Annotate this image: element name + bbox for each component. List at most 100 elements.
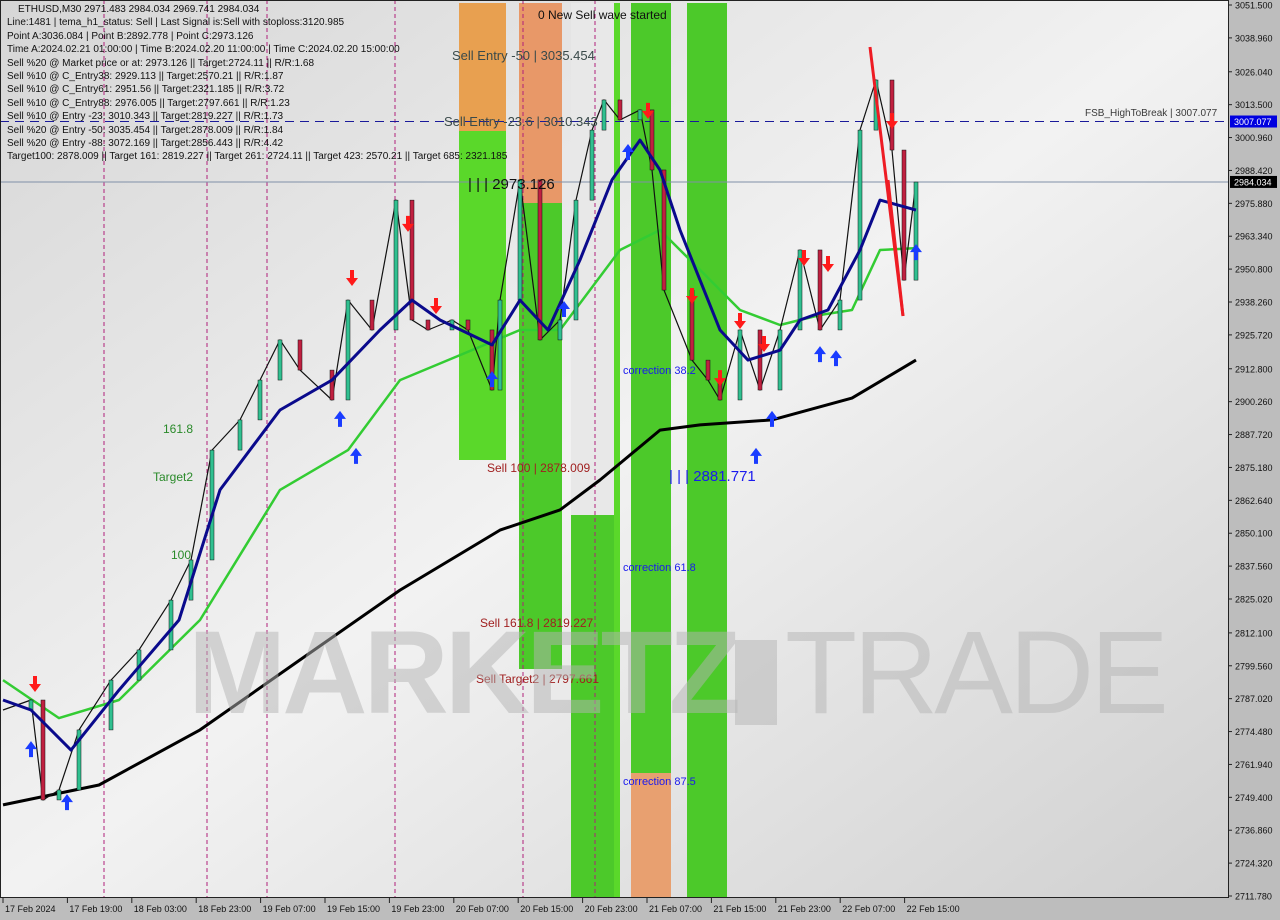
symbol-line: ETHUSD,M30 2971.483 2984.034 2969.741 29… bbox=[18, 4, 260, 15]
price-tick-label: 2950.800 bbox=[1235, 265, 1273, 275]
sell-arrow-icon bbox=[734, 312, 746, 329]
candle bbox=[649, 109, 655, 171]
candle bbox=[257, 379, 263, 421]
info-line: Point A:3036.084 | Point B:2892.778 | Po… bbox=[7, 30, 254, 42]
time-tick-label: 20 Feb 15:00 bbox=[520, 904, 573, 914]
buy-arrow-icon bbox=[25, 741, 37, 758]
price-tick-label: 2749.400 bbox=[1235, 793, 1273, 803]
price-tick-label: 2875.180 bbox=[1235, 463, 1273, 473]
buy-arrow-icon bbox=[334, 410, 346, 427]
candle bbox=[409, 199, 415, 321]
info-line: Sell %10 @ C_Entry61: 2951.56 || Target:… bbox=[7, 84, 285, 96]
time-tick-label: 22 Feb 07:00 bbox=[842, 904, 895, 914]
buy-arrow-icon bbox=[350, 447, 362, 464]
info-line: Sell %10 @ Entry -23: 3010.343 || Target… bbox=[7, 111, 284, 123]
price-axis[interactable]: 3051.500 3038.960 3026.040 3013.500 3000.960… bbox=[1228, 0, 1280, 920]
time-tick-label: 21 Feb 23:00 bbox=[778, 904, 831, 914]
price-tick-label: 2938.260 bbox=[1235, 298, 1273, 308]
sell-arrow-icon bbox=[686, 288, 698, 305]
sell-arrow-icon bbox=[822, 256, 834, 273]
price-tick-label: 2900.260 bbox=[1235, 397, 1273, 407]
candle bbox=[40, 699, 46, 801]
candle bbox=[589, 129, 595, 201]
buy-arrow-icon bbox=[486, 371, 498, 388]
level-target2-label: Target2 bbox=[153, 470, 193, 484]
buy-arrow-icon bbox=[766, 410, 778, 427]
candle bbox=[277, 339, 283, 381]
sell-100-label: Sell 100 | 2878.009 bbox=[487, 461, 591, 475]
price-tick-label: 2837.560 bbox=[1235, 562, 1273, 572]
price-tick-label: 3000.960 bbox=[1235, 133, 1273, 143]
info-panel: ETHUSD,M30 2971.483 2984.034 2969.741 29… bbox=[7, 3, 507, 164]
candle bbox=[297, 339, 303, 371]
new-wave-label: 0 New Sell wave started bbox=[538, 8, 667, 22]
zone-green bbox=[614, 3, 620, 898]
candle bbox=[817, 249, 823, 331]
candle bbox=[661, 169, 667, 291]
time-tick-label: 19 Feb 15:00 bbox=[327, 904, 380, 914]
info-line: Sell %20 @ Market price or at: 2973.126 … bbox=[7, 57, 315, 69]
sell-arrow-icon bbox=[714, 370, 726, 387]
info-line: Time A:2024.02.21 01:00:00 | Time B:2024… bbox=[7, 44, 400, 56]
correction-382-label: correction 38.2 bbox=[623, 365, 696, 377]
candle bbox=[857, 129, 863, 301]
buy-arrow-icon bbox=[910, 244, 922, 261]
price-tick-label: 3051.500 bbox=[1235, 1, 1273, 11]
price-tick-label: 2787.020 bbox=[1235, 694, 1273, 704]
zone-green bbox=[459, 131, 506, 460]
price-tick-label: 2912.800 bbox=[1235, 364, 1273, 374]
candle bbox=[237, 419, 243, 451]
point-b-label: | | | 2881.771 bbox=[669, 468, 756, 485]
info-line: Sell %20 @ Entry -88: 3072.169 || Target… bbox=[7, 137, 284, 149]
candle bbox=[737, 329, 743, 401]
sell-entry-236-label: Sell Entry -23.6 | 3010.343 bbox=[444, 114, 598, 129]
candle bbox=[517, 179, 523, 301]
candle bbox=[705, 359, 711, 381]
sell-arrow-icon bbox=[29, 675, 41, 692]
sell-arrow-icon bbox=[798, 250, 810, 267]
candle bbox=[757, 329, 763, 391]
price-line bbox=[2, 79, 917, 801]
level-100-label: 100 bbox=[171, 548, 191, 562]
sell-1618-label: Sell 161.8 | 2819.227 bbox=[480, 616, 594, 630]
time-axis[interactable]: 17 Feb 2024 17 Feb 19:00 18 Feb 03:00 18 Fe… bbox=[0, 898, 1229, 920]
price-tick-label: 2925.720 bbox=[1235, 330, 1273, 340]
price-tick-label: 2862.640 bbox=[1235, 496, 1273, 506]
sell-arrow-icon bbox=[886, 113, 898, 130]
candle bbox=[557, 319, 563, 341]
price-tick-label: 3038.960 bbox=[1235, 33, 1273, 43]
candle bbox=[497, 299, 503, 391]
time-tick-label: 18 Feb 23:00 bbox=[198, 904, 251, 914]
candle bbox=[329, 369, 335, 401]
price-tick-label: 2799.560 bbox=[1235, 661, 1273, 671]
candle bbox=[601, 99, 607, 131]
plot-border bbox=[0, 0, 1229, 898]
price-tick-label: 2711.780 bbox=[1235, 892, 1272, 902]
info-line: Target100: 2878.009 || Target 161: 2819.… bbox=[7, 151, 508, 163]
price-tick-label: 2988.420 bbox=[1235, 166, 1273, 176]
candle bbox=[465, 319, 471, 331]
sell-arrow-icon bbox=[430, 298, 442, 315]
price-tick-label: 2774.480 bbox=[1235, 727, 1273, 737]
info-line: Sell %20 @ Entry -50: 3035.454 || Target… bbox=[7, 124, 284, 136]
candle bbox=[637, 109, 643, 121]
sell-entry-50-label: Sell Entry -50 | 3035.454 bbox=[452, 48, 595, 63]
price-tick-label: 2887.720 bbox=[1235, 430, 1273, 440]
fsb-price-badge bbox=[1230, 115, 1277, 128]
time-tick-label: 19 Feb 07:00 bbox=[263, 904, 316, 914]
buy-arrow-icon bbox=[814, 346, 826, 363]
candle bbox=[76, 729, 82, 791]
watermark-block bbox=[735, 640, 777, 725]
price-axis-background bbox=[1229, 0, 1280, 920]
zone-orange bbox=[631, 773, 671, 898]
sell-arrow-icon bbox=[346, 269, 358, 286]
sell-arrow-icon bbox=[402, 215, 414, 232]
candle bbox=[369, 299, 375, 331]
candle bbox=[425, 319, 431, 331]
time-tick-label: 20 Feb 07:00 bbox=[456, 904, 509, 914]
time-axis-background bbox=[0, 899, 1229, 920]
time-tick-label: 18 Feb 03:00 bbox=[134, 904, 187, 914]
level-1618-label: 161.8 bbox=[163, 422, 193, 436]
candle bbox=[345, 299, 351, 401]
